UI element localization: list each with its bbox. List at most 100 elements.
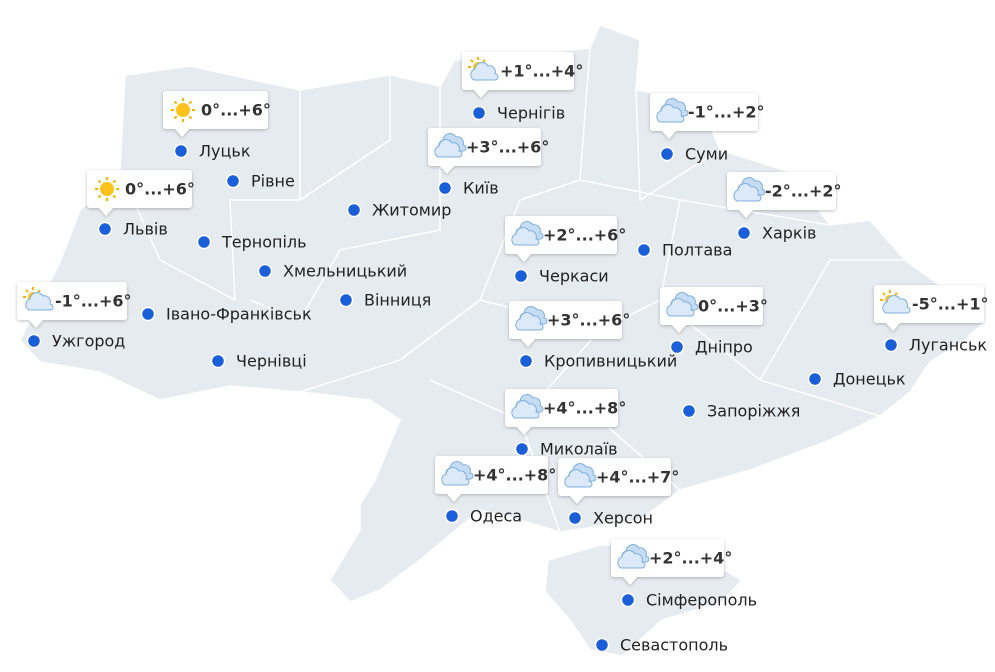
city-name: Запоріжжя: [707, 402, 800, 421]
city-name: Харків: [762, 224, 816, 243]
city-dot: [346, 202, 362, 218]
city-name: Миколаїв: [540, 440, 618, 459]
city-name: Чернігів: [497, 104, 565, 123]
city-dot: [620, 592, 636, 608]
city-name: Донецьк: [833, 370, 906, 389]
city-dot: [681, 403, 697, 419]
sun-ray: [188, 100, 193, 105]
city: Херсон +4°...+7°: [558, 458, 679, 528]
city: Кропивницький +3°...+6°: [509, 301, 677, 371]
city: Тернопіль: [196, 233, 307, 252]
city-name: Ужгород: [52, 332, 125, 351]
city-dot: [225, 173, 241, 189]
sun-ray: [97, 194, 102, 199]
sun-ray: [882, 292, 886, 296]
cloud: [666, 298, 695, 317]
city: Луцьк 0°...+6°: [163, 91, 271, 161]
city-dot: [807, 371, 823, 387]
city-name: Чернівці: [236, 352, 307, 371]
cloud: [733, 183, 762, 202]
city: Сімферополь +2°...+4°: [611, 539, 757, 610]
city: Ужгород -1°...+6°: [17, 282, 132, 351]
city-name: Кропивницький: [544, 352, 677, 371]
city-dot: [513, 268, 529, 284]
city-dot: [518, 353, 534, 369]
city: Харків -2°...+2°: [727, 172, 842, 243]
sun: [176, 103, 190, 117]
sun-ray: [173, 115, 178, 120]
city-name: Луганськ: [909, 336, 987, 355]
city: Луганськ -5°...+1°: [874, 285, 989, 355]
cloud: [434, 139, 463, 158]
city: Полтава: [636, 241, 732, 260]
sun-ray: [25, 289, 29, 293]
sun-ray: [37, 289, 41, 293]
city-name: Сімферополь: [646, 591, 757, 610]
city-name: Полтава: [662, 241, 732, 260]
city-name: Київ: [463, 179, 499, 198]
sun-ray: [173, 100, 178, 105]
city-dot: [210, 353, 226, 369]
city-name: Львів: [123, 220, 168, 239]
forecast: 0°...+6°: [201, 101, 271, 120]
sun: [100, 182, 114, 196]
sun-ray: [188, 115, 193, 120]
city-name: Одеса: [470, 507, 522, 526]
callout-box: [874, 285, 984, 331]
cloud: [25, 292, 54, 311]
city-name: Суми: [685, 145, 728, 164]
city: Миколаїв +4°...+8°: [505, 389, 626, 459]
sun-ray: [112, 179, 117, 184]
city-dot: [883, 337, 899, 353]
callout-box: [462, 52, 574, 98]
city: Хмельницький: [257, 262, 407, 281]
city: Київ +3°...+6°: [428, 128, 549, 198]
city-dot: [594, 637, 610, 653]
forecast: -5°...+1°: [912, 295, 989, 314]
forecast: 0°...+6°: [125, 180, 195, 199]
city-dot: [736, 225, 752, 241]
city-name: Херсон: [593, 509, 653, 528]
forecast: +4°...+8°: [473, 466, 556, 485]
city-name: Житомир: [372, 201, 451, 220]
city: Суми -1°...+2°: [650, 93, 765, 164]
city-name: Рівне: [251, 172, 295, 191]
city: Рівне: [225, 172, 295, 191]
city-dot: [437, 180, 453, 196]
forecast-callout: [462, 52, 574, 98]
city: Вінниця: [338, 291, 431, 310]
sun-ray: [112, 194, 117, 199]
forecast: +1°...+4°: [500, 62, 583, 81]
city: Житомир: [346, 201, 451, 220]
city-name: Дніпро: [695, 338, 753, 357]
forecast: +4°...+8°: [543, 399, 626, 418]
city: Чернівці: [210, 352, 307, 371]
forecast: 0°...+3°: [698, 297, 768, 316]
city-dot: [97, 221, 113, 237]
city: Дніпро 0°...+3°: [660, 287, 768, 357]
city-dot: [338, 292, 354, 308]
forecast: -1°...+2°: [688, 103, 765, 122]
cloud: [441, 467, 470, 486]
city-dot: [514, 441, 530, 457]
city-dot: [659, 146, 675, 162]
city-dot: [636, 242, 652, 258]
forecast: +3°...+6°: [466, 138, 549, 157]
city-dot: [669, 339, 685, 355]
forecast: +2°...+4°: [649, 549, 732, 568]
forecast: +3°...+6°: [547, 311, 630, 330]
sun-ray: [470, 59, 474, 63]
city: Чернігів +1°...+4°: [462, 52, 583, 123]
city: Львів 0°...+6°: [87, 170, 195, 239]
city-dot: [173, 143, 189, 159]
forecast: +4°...+7°: [596, 468, 679, 487]
cloud: [511, 227, 540, 246]
city-dot: [471, 105, 487, 121]
city-dot: [140, 306, 156, 322]
city-dot: [26, 333, 42, 349]
forecast-callout: [874, 285, 984, 331]
city: Одеса +4°...+8°: [435, 456, 556, 526]
forecast-callout: [17, 282, 127, 328]
